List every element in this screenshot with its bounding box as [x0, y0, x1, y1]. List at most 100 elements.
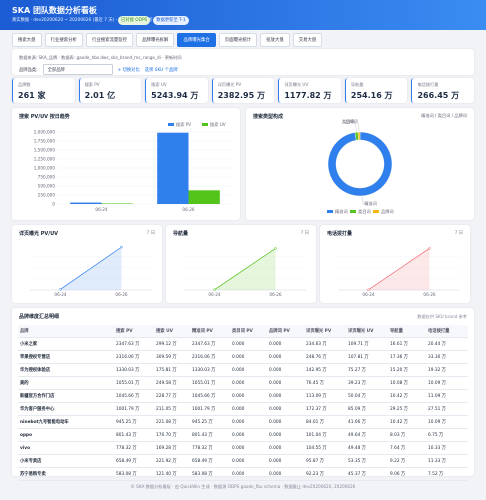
pie-slice: [357, 131, 361, 141]
kpi-card: 搜索 PV 2.01 亿: [78, 78, 142, 103]
table-cell: 1045.66 万: [190, 389, 230, 403]
sku-select[interactable]: 选择 SKU 个品牌: [144, 67, 178, 73]
table-row: 小米之家 2347.63 万 299.12 万 2347.63 万 0.000 0.000…: [18, 337, 468, 351]
table-cell: 75.27 万: [346, 363, 388, 377]
chart: 0 250,000 500,000 750,000 1,000,000 1,250,000…: [34, 121, 232, 212]
table-cell: 45.37 万: [346, 467, 388, 481]
column-header[interactable]: 精准词 PV: [190, 325, 230, 338]
tab[interactable]: 行业搜索分析: [44, 33, 83, 47]
legend-swatch: [373, 210, 379, 213]
table-cell: 801.43 万: [190, 428, 230, 442]
table-cell: 29.25 万: [388, 402, 426, 416]
kpi-label: 搜索 UV: [151, 82, 167, 87]
table-cell: 2316.06 万: [114, 350, 154, 364]
table-cell: 121.40 万: [154, 467, 190, 481]
table-row: 美的 1055.01 万 249.58 万 1055.01 万 0.000 0.000 76…: [18, 376, 468, 390]
y-tick-label: 250,000: [38, 192, 56, 197]
brand-select[interactable]: 全部品牌: [42, 64, 113, 75]
table-cell: vivo: [18, 441, 114, 455]
badge: 已对接 ODPS: [118, 15, 151, 25]
column-header[interactable]: 电话拨打量: [426, 325, 468, 338]
column-header[interactable]: 搜索 PV: [114, 325, 154, 338]
table-cell: 228.77 万: [154, 389, 190, 403]
kpi-label: 详页曝光 UV: [284, 82, 309, 87]
table-cell: 华为客户服务中心: [18, 402, 114, 416]
tab[interactable]: 投放大盘: [260, 33, 290, 47]
line: [368, 248, 430, 291]
table-cell: 9.06 万: [388, 467, 426, 481]
table-cell: 11.09 万: [426, 389, 468, 403]
table-cell: 176.70 万: [154, 428, 190, 442]
table-cell: 1001.79 万: [114, 402, 154, 416]
column-header[interactable]: 类目词 PV: [230, 325, 267, 338]
tab[interactable]: 行业搜索流量监控: [85, 33, 134, 47]
chart-card: 06-24 06-26 电话拨打量 7 日: [320, 225, 470, 303]
pie-slice: [327, 131, 393, 197]
y-tick-label: 1,750,000: [34, 138, 56, 143]
table-cell: 16.61 万: [388, 337, 426, 351]
table-cell: 104.55 万: [304, 441, 346, 455]
table-cell: 苏宁易购专卖: [18, 467, 114, 481]
table-cell: 0.000: [230, 428, 267, 442]
slice-label: 品牌词: [345, 118, 358, 125]
x-tick-label: 06-24: [362, 292, 375, 297]
y-tick-label: 1,500,000: [34, 147, 56, 152]
table-row: 华为客户服务中心 1001.79 万 211.05 万 1001.79 万 0.000 0…: [18, 402, 468, 416]
bar: [70, 202, 102, 204]
table-cell: 11.33 万: [426, 454, 468, 468]
tab[interactable]: 品牌曝光拆解: [136, 33, 175, 47]
table-cell: 8.03 万: [388, 428, 426, 442]
column-header[interactable]: 导航量: [388, 325, 426, 338]
compare-button[interactable]: + 切换对比: [117, 67, 140, 73]
table-row: 新疆官方合作门店 1045.66 万 228.77 万 1045.66 万 0.000 0…: [18, 389, 468, 403]
chart: 06-24 06-26: [338, 247, 460, 297]
table-cell: 10.33 万: [426, 441, 468, 455]
table-cell: 0.000: [230, 402, 267, 416]
table-cell: 19.32 万: [426, 363, 468, 377]
footer: © SKA 数据分析看板 · 由 QuickWin 生成 · 数据源 ODPS …: [130, 484, 356, 489]
table-row: 小米专卖店 658.49 万 221.92 万 658.49 万 0.000 0.000 9…: [18, 454, 468, 468]
tab[interactable]: 交易大盘: [292, 33, 323, 47]
line: [60, 246, 122, 290]
table-cell: 658.49 万: [190, 454, 230, 468]
tab[interactable]: 品牌曝光集合: [177, 33, 216, 47]
chart-card: 精准词 / 类目词 / 品牌词 精准词 精准词 类目词 类目词 品牌词 品牌词 搜索类型构成: [246, 108, 474, 220]
table-cell: 39.23 万: [346, 376, 388, 390]
tab[interactable]: 搜索大盘: [12, 33, 42, 47]
legend-label: 搜索 PV: [176, 121, 191, 128]
page-subtitle: 真实数据 · dev20200620 ~ 20200626 (最近 7 天) ·…: [12, 18, 153, 23]
chart-tag[interactable]: 7 日: [300, 231, 309, 236]
brand-table: 品牌 搜索 PV 搜索 UV 精准词 PV 类目词 PV 品牌词 PV 详页曝光 PV 详页曝…: [18, 325, 468, 481]
chart-tag[interactable]: 7 日: [146, 231, 155, 236]
chart: 06-24 06-26: [30, 245, 152, 297]
column-header[interactable]: 详页曝光 UV: [346, 325, 388, 338]
table-cell: 0.000: [230, 389, 267, 403]
point: [213, 288, 216, 291]
table-cell: 新疆官方合作门店: [18, 389, 114, 403]
table-cell: 50.04 万: [346, 389, 388, 403]
column-header[interactable]: 搜索 UV: [154, 325, 190, 338]
table-cell: 49.48 万: [346, 441, 388, 455]
table-cell: 299.12 万: [154, 337, 190, 351]
table-cell: 113.09 万: [304, 389, 346, 403]
legend-swatch: [350, 210, 356, 213]
point: [274, 247, 277, 250]
column-header[interactable]: 品牌词 PV: [267, 325, 304, 338]
table-cell: 801.43 万: [114, 428, 154, 442]
column-header[interactable]: 详页曝光 PV: [304, 325, 346, 338]
tab[interactable]: 页面曝光统计: [218, 33, 258, 47]
filter-row: 品牌品类: 全部品牌 + 切换对比 选择 SKU 个品牌: [19, 64, 178, 75]
y-tick-label: 500,000: [38, 183, 56, 188]
table-cell: 0.000: [230, 415, 267, 429]
table-cell: 0.000: [230, 337, 267, 351]
column-header[interactable]: 品牌: [18, 325, 114, 338]
chart-title: 详页曝光 PV/UV: [19, 231, 59, 237]
chart-tag[interactable]: 7 日: [454, 231, 463, 236]
table-cell: 15.20 万: [388, 363, 426, 377]
point: [428, 247, 431, 250]
table-cell: 0.000: [267, 441, 304, 455]
table-cell: 0.000: [267, 337, 304, 351]
table-row: vivo 778.32 万 169.28 万 778.32 万 0.000 0.000 10…: [18, 441, 468, 455]
